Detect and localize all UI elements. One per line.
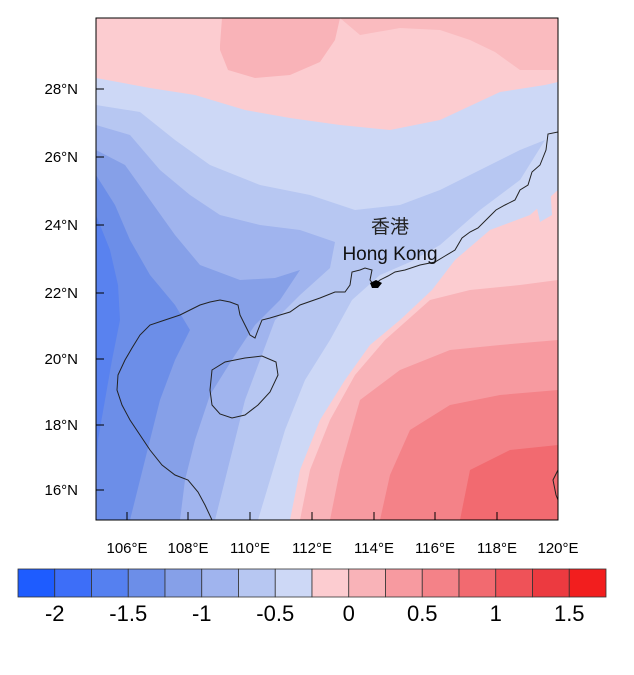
colorbar-tick-label: 0.5 bbox=[407, 601, 438, 626]
colorbar-tick-label: 1.5 bbox=[554, 601, 585, 626]
taiwan-coast bbox=[552, 469, 558, 501]
field-top-right bbox=[340, 18, 558, 70]
lon-tick-label: 110°E bbox=[230, 540, 270, 557]
colorbar-swatch bbox=[164, 568, 203, 598]
lon-tick-label: 116°E bbox=[415, 540, 455, 557]
lat-tick-label: 28°N bbox=[44, 81, 78, 98]
mainland-coast bbox=[116, 131, 558, 520]
lat-tick-label: 20°N bbox=[44, 351, 78, 368]
colorbar-tick-label: -2 bbox=[45, 601, 65, 626]
lon-tick-label: 108°E bbox=[167, 540, 208, 557]
colorbar-swatch bbox=[274, 568, 313, 598]
hong-kong-label-zh: 香港 bbox=[371, 216, 409, 238]
colorbar-swatch bbox=[421, 568, 460, 598]
colorbar-swatch bbox=[495, 568, 533, 598]
map-frame bbox=[95, 17, 559, 521]
colorbar-swatch bbox=[532, 568, 570, 598]
lon-tick-label: 112°E bbox=[292, 540, 332, 557]
field-topleft bbox=[96, 18, 222, 62]
colorbar-swatch bbox=[311, 568, 350, 598]
lon-tick-label: 114°E bbox=[354, 540, 394, 557]
field-top-pink bbox=[220, 18, 340, 78]
field-pink-5 bbox=[460, 445, 558, 520]
colorbar-tick-label: 1 bbox=[490, 601, 502, 626]
hainan-island bbox=[209, 355, 279, 419]
colorbar-swatch bbox=[54, 568, 92, 598]
colorbar-swatch bbox=[238, 568, 276, 598]
colorbar-tick-label: -1 bbox=[192, 601, 212, 626]
latitude-axis: 28°N 26°N 24°N 22°N 20°N 18°N 16°N bbox=[44, 81, 104, 499]
colorbar-swatch bbox=[385, 568, 423, 598]
lon-tick-label: 120°E bbox=[537, 540, 578, 557]
colorbar-tick-label: 0 bbox=[343, 601, 355, 626]
lat-tick-label: 24°N bbox=[44, 217, 78, 234]
anomaly-field bbox=[96, 18, 558, 520]
colorbar-swatch bbox=[201, 568, 239, 598]
lon-tick-label: 106°E bbox=[106, 540, 147, 557]
colorbar bbox=[17, 568, 607, 598]
colorbar-tick-label: -0.5 bbox=[256, 601, 294, 626]
colorbar-swatch bbox=[17, 568, 56, 598]
lat-tick-label: 16°N bbox=[44, 482, 78, 499]
field-blue-5 bbox=[96, 175, 190, 520]
field-patch bbox=[533, 185, 552, 222]
colorbar-swatch bbox=[127, 568, 166, 598]
lon-tick-label: 118°E bbox=[477, 540, 517, 557]
colorbar-tick-label: -1.5 bbox=[109, 601, 147, 626]
lat-tick-label: 22°N bbox=[44, 285, 78, 302]
colorbar-swatch bbox=[91, 568, 129, 598]
field-blue-6 bbox=[96, 215, 120, 480]
coastline bbox=[116, 131, 558, 520]
hong-kong-label-en: Hong Kong bbox=[342, 244, 437, 265]
lat-tick-label: 18°N bbox=[44, 417, 78, 434]
longitude-axis: 106°E 108°E 110°E 112°E 114°E 116°E 118°E 120°E bbox=[106, 512, 579, 557]
colorbar-swatch bbox=[348, 568, 386, 598]
hong-kong-marker bbox=[370, 280, 382, 288]
colorbar-swatch bbox=[458, 568, 497, 598]
colorbar-swatch bbox=[568, 568, 607, 598]
colorbar-tick-labels: -2-1.5-1-0.500.511.52 bbox=[45, 601, 585, 626]
lat-tick-label: 26°N bbox=[44, 149, 78, 166]
